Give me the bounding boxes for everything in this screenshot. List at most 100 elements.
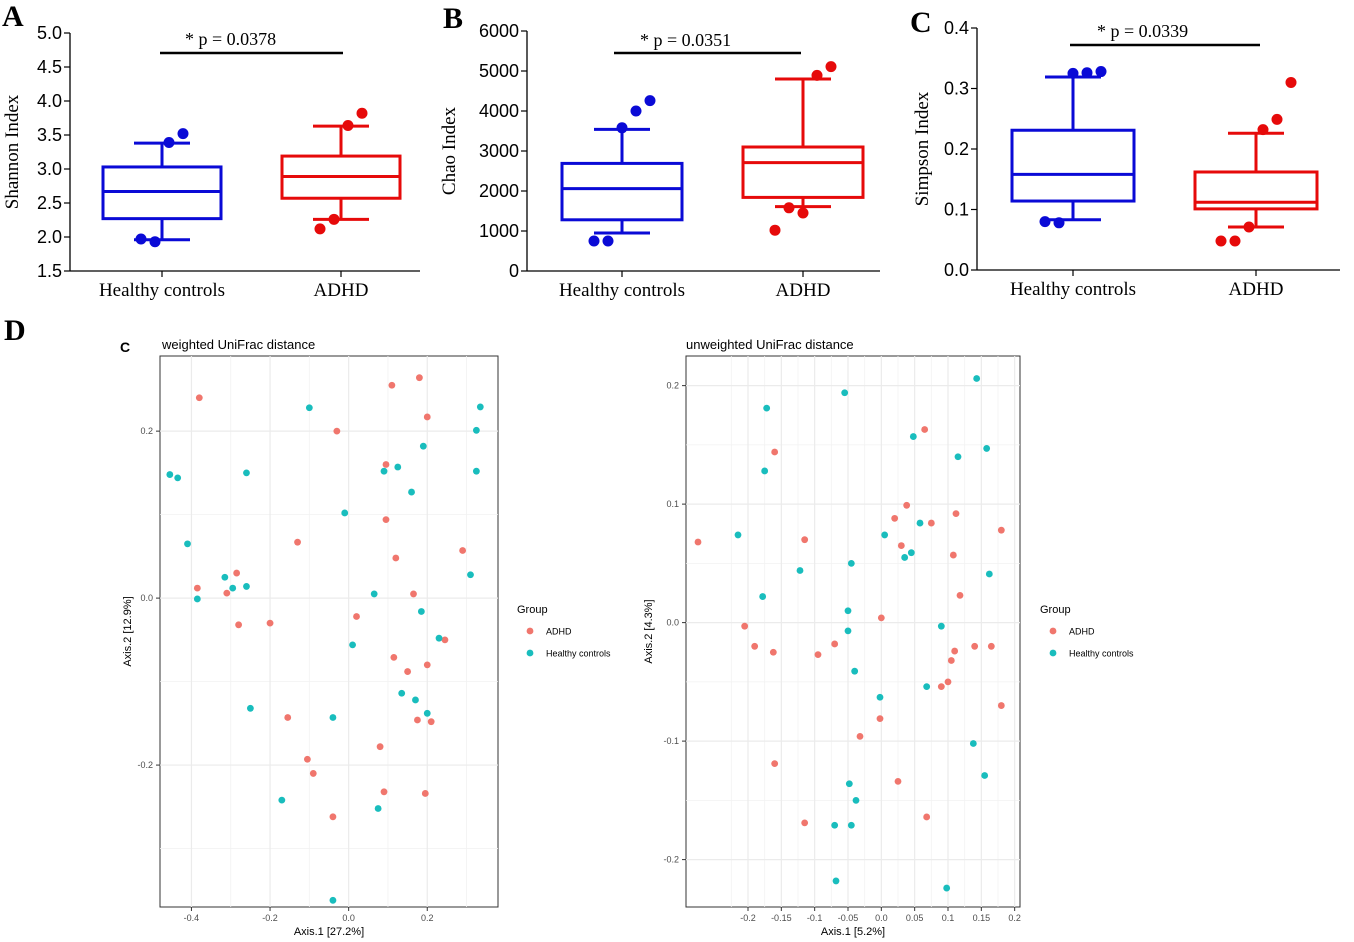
data-point — [832, 877, 840, 885]
data-point — [891, 514, 899, 522]
outlier-point — [797, 207, 809, 219]
data-point — [971, 642, 979, 650]
y-tick-label: 0.2 — [944, 139, 969, 159]
significance-label: * p = 0.0339 — [1097, 21, 1188, 41]
data-point — [435, 634, 443, 642]
y-axis-label: Axis.2 [12.9%] — [122, 596, 134, 666]
data-point — [734, 531, 742, 539]
outlier-point — [616, 122, 628, 134]
legend-key — [526, 649, 534, 657]
outlier-point — [811, 69, 823, 81]
box-adhd — [280, 107, 402, 235]
data-point — [394, 463, 402, 471]
data-point — [309, 770, 317, 777]
x-tick-label: Healthy controls — [1010, 279, 1136, 300]
data-point — [333, 427, 341, 435]
outlier-point — [314, 223, 326, 235]
x-tick-label: Healthy controls — [559, 280, 685, 301]
data-point — [233, 569, 241, 577]
data-point — [417, 608, 425, 615]
data-point — [694, 538, 702, 546]
y-tick-label: -0.1 — [663, 736, 679, 746]
x-tick-label: 0.15 — [973, 913, 991, 923]
data-point — [476, 403, 484, 411]
outlier-point — [328, 213, 340, 225]
outlier-point — [356, 107, 368, 119]
data-point — [987, 642, 995, 650]
x-tick-label: 0.0 — [342, 913, 355, 923]
y-tick-label: 0.3 — [944, 79, 969, 99]
outlier-point — [1095, 66, 1107, 78]
data-point — [944, 678, 952, 686]
chart-title: weighted UniFrac distance — [161, 337, 315, 352]
x-tick-label: ADHD — [776, 280, 831, 301]
data-point — [184, 540, 191, 548]
data-point — [472, 467, 480, 475]
y-tick-label: 2.0 — [37, 227, 62, 247]
data-point — [382, 461, 390, 468]
legend-label: ADHD — [546, 627, 572, 637]
outlier-point — [1285, 76, 1297, 88]
data-point — [759, 593, 767, 600]
data-point — [166, 471, 174, 478]
iqr-box — [741, 145, 865, 199]
data-point — [852, 796, 860, 804]
significance-label: * p = 0.0351 — [640, 30, 731, 50]
data-point — [174, 474, 182, 482]
x-tick-label: 0.1 — [942, 913, 955, 923]
data-point — [831, 821, 839, 829]
box-plot-shannon: 1.5 2.0 2.5 3.0 3.5 4.0 4.5 5.0 Healthy controls… — [2, 23, 420, 301]
data-point — [909, 433, 917, 440]
data-point — [937, 683, 945, 690]
outlier-point — [783, 202, 795, 214]
data-point — [370, 590, 378, 598]
data-point — [423, 413, 431, 421]
data-point — [410, 590, 417, 598]
data-point — [278, 796, 286, 804]
data-point — [947, 657, 955, 664]
data-point — [763, 404, 771, 412]
iqr-box — [560, 161, 684, 222]
data-point — [877, 614, 885, 622]
outlier-point — [342, 119, 354, 131]
scatter-weighted-unifrac: -0.4 -0.2 0.0 0.2 -0.2 0.0 0.2 weighted UniFrac… — [122, 337, 611, 938]
x-tick-label: 0.0 — [875, 913, 888, 923]
legend-title: Group — [1040, 604, 1071, 616]
data-point — [390, 653, 398, 661]
y-tick-label: 4000 — [479, 101, 519, 121]
data-point — [969, 740, 977, 747]
y-axis-label: Chao Index — [439, 106, 460, 195]
data-point — [266, 619, 274, 627]
y-tick-label: 4.0 — [37, 91, 62, 111]
outlier-point — [1257, 124, 1269, 136]
data-point — [771, 760, 779, 768]
data-point — [927, 519, 935, 527]
y-axis-label: Axis.2 [4.3%] — [643, 599, 655, 663]
data-point — [305, 404, 313, 412]
x-axis-label: Axis.1 [5.2%] — [821, 926, 885, 938]
data-point — [997, 702, 1005, 709]
x-tick-label: -0.1 — [807, 913, 823, 923]
data-point — [415, 374, 423, 382]
data-point — [814, 651, 822, 659]
data-point — [229, 584, 237, 592]
data-point — [856, 732, 864, 740]
y-tick-label: 0.1 — [666, 499, 679, 509]
legend-key — [1049, 649, 1057, 657]
panel-label-b: B — [443, 2, 463, 35]
data-point — [951, 647, 959, 655]
outlier-point — [588, 235, 600, 247]
outlier-point — [644, 95, 656, 107]
data-point — [876, 693, 884, 701]
outlier-point — [1053, 217, 1065, 229]
data-point — [374, 805, 382, 812]
data-point — [916, 519, 924, 527]
data-point — [907, 549, 915, 557]
data-point — [801, 536, 809, 544]
box-adhd — [1193, 76, 1319, 247]
y-tick-label: 0 — [509, 261, 519, 281]
outlier-point — [135, 233, 147, 245]
data-point — [349, 641, 356, 649]
series-adhd — [694, 426, 1005, 827]
series-healthy-controls — [734, 375, 993, 892]
